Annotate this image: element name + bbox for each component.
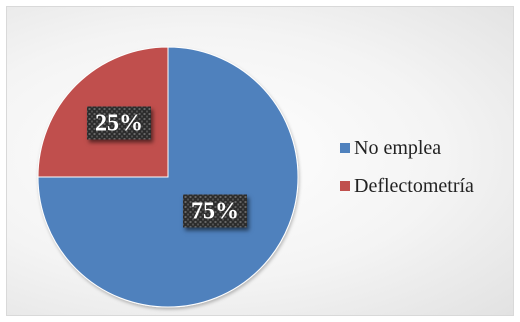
data-label-no-emplea: 75% bbox=[183, 195, 247, 228]
pie-slice-no-emplea bbox=[37, 46, 299, 308]
legend-label-no-emplea: No emplea bbox=[354, 136, 442, 159]
legend: No emplea Deflectometría bbox=[340, 137, 474, 213]
legend-swatch-no-emplea bbox=[340, 143, 350, 153]
legend-item-deflectometria: Deflectometría bbox=[340, 175, 474, 197]
legend-item-no-emplea: No emplea bbox=[340, 137, 474, 159]
legend-label-deflectometria: Deflectometría bbox=[354, 174, 474, 197]
data-label-deflectometria: 25% bbox=[87, 107, 151, 140]
chart-area: 75% 25% No emplea Deflectometría bbox=[6, 6, 514, 316]
legend-swatch-deflectometria bbox=[340, 181, 350, 191]
